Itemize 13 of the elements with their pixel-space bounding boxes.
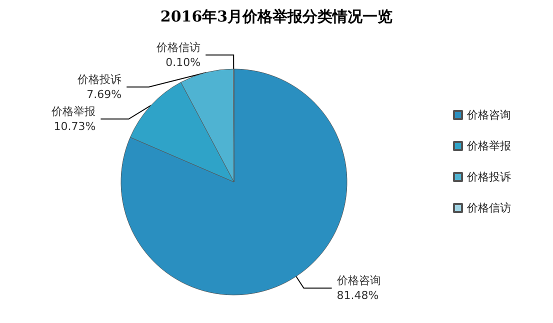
legend-label: 价格咨询: [466, 108, 511, 122]
data-label: 81.48%: [336, 289, 379, 302]
slice-label: 价格投诉: [76, 73, 122, 86]
data-label: 0.10%: [166, 56, 201, 69]
legend-label: 价格举报: [466, 140, 511, 152]
slice-label: 价格举报: [50, 105, 96, 118]
data-label: 10.73%: [54, 120, 96, 133]
chart-title: 2016年3月价格举报分类情况一览: [160, 8, 393, 26]
slice-label: 价格咨询: [336, 274, 381, 288]
legend-label: 价格信访: [466, 202, 511, 214]
legend-label: 价格投诉: [466, 170, 511, 184]
data-label: 7.69%: [86, 88, 122, 101]
slice-label: 价格信访: [156, 41, 201, 54]
